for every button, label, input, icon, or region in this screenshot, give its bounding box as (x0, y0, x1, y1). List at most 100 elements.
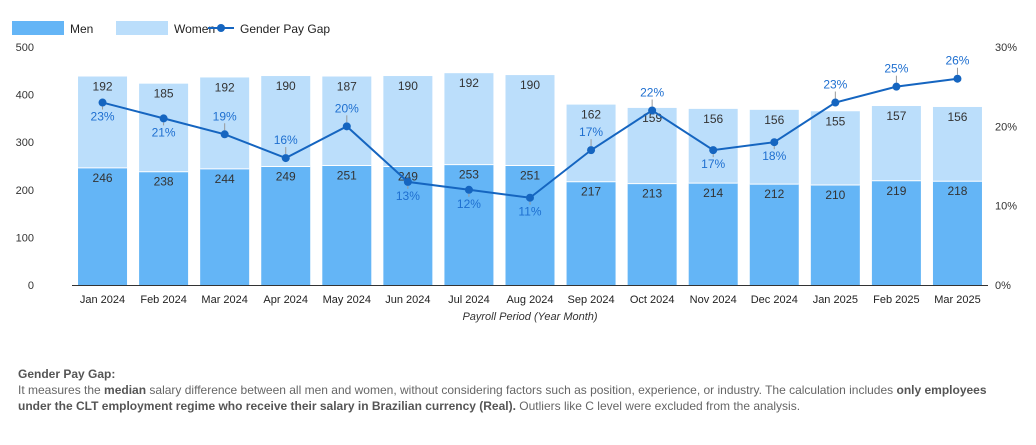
bar-men (139, 171, 189, 285)
note-bold-2: only employees under the CLT employment … (18, 383, 987, 413)
bar-women-label: 185 (154, 87, 174, 101)
gap-label: 17% (701, 157, 725, 171)
bar-women-label: 187 (337, 80, 357, 94)
bar-men (871, 180, 921, 285)
gap-label: 19% (213, 109, 237, 123)
gap-point (770, 138, 779, 147)
gap-point (831, 98, 840, 107)
y2-tick-label: 0% (995, 280, 1011, 292)
gap-label: 22% (640, 85, 664, 99)
chart-note: Gender Pay Gap: It measures the median s… (18, 366, 1018, 414)
x-tick-label: Dec 2024 (751, 294, 798, 306)
bar-women (810, 111, 860, 186)
x-tick-label: Oct 2024 (630, 294, 675, 306)
bar-women (871, 106, 921, 181)
y-tick-label: 400 (16, 90, 34, 102)
y-tick-label: 200 (16, 185, 34, 197)
gap-point (464, 185, 473, 194)
bar-men (261, 166, 311, 285)
gap-point (220, 130, 229, 139)
gap-label: 23% (823, 78, 847, 92)
bar-men (932, 181, 982, 285)
bar-women (444, 73, 494, 165)
legend-women-label: Women (174, 22, 215, 36)
y2-tick-label: 30% (995, 42, 1017, 54)
bar-men (749, 184, 799, 285)
legend-women-swatch (116, 21, 168, 35)
bar-men-label: 214 (703, 186, 723, 200)
legend-gap-point (217, 24, 225, 32)
bar-men (78, 167, 128, 285)
gap-point (159, 114, 168, 123)
y2-tick-label: 10% (995, 201, 1017, 213)
gap-label: 21% (152, 125, 176, 139)
bar-men-label: 219 (886, 184, 906, 198)
bar-men-label: 212 (764, 187, 784, 201)
bar-women (932, 106, 982, 182)
gap-label: 18% (762, 149, 786, 163)
bar-women-label: 190 (520, 78, 540, 92)
note-text: It measures the median salary difference… (18, 382, 1018, 414)
gap-point (403, 177, 412, 186)
bar-men (200, 168, 250, 285)
y-tick-label: 500 (16, 42, 34, 54)
bar-men-label: 251 (337, 169, 357, 183)
y-tick-label: 0 (28, 280, 34, 292)
y-tick-label: 300 (16, 137, 34, 149)
bar-women-label: 156 (764, 113, 784, 127)
x-tick-label: Mar 2025 (934, 294, 980, 306)
bar-women (505, 75, 555, 166)
gap-point (98, 98, 107, 107)
chart: 0 100 200 300 400 500 0% 10% 20% 30% Payroll Perio… (12, 21, 1017, 323)
gap-point (648, 106, 657, 115)
bar-women-label: 190 (398, 79, 418, 93)
x-tick-label: Apr 2024 (263, 294, 308, 306)
y2-tick-label: 20% (995, 121, 1017, 133)
bar-men-label: 217 (581, 185, 601, 199)
note-text-3: Outliers like C level were excluded from… (515, 399, 801, 413)
x-tick-label: Aug 2024 (506, 294, 553, 306)
gap-point (526, 193, 534, 202)
x-axis-title: Payroll Period (Year Month) (462, 311, 597, 323)
gap-label: 23% (91, 110, 115, 124)
x-tick-label: Nov 2024 (690, 294, 737, 306)
bar-men (444, 164, 494, 285)
note-text-1: It measures the (18, 383, 105, 397)
bar-women-label: 192 (93, 80, 113, 94)
bar-men-label: 210 (825, 188, 845, 202)
bar-men-label: 213 (642, 187, 662, 201)
bar-men-label: 218 (947, 184, 967, 198)
note-bold-1: median (104, 383, 147, 397)
bar-men-label: 249 (276, 169, 296, 183)
x-tick-label: Jul 2024 (448, 294, 490, 306)
legend-men-label: Men (70, 22, 93, 36)
bar-women-label: 192 (215, 80, 235, 94)
gap-label: 20% (335, 101, 359, 115)
bar-women-label: 190 (276, 79, 296, 93)
bar-men-label: 246 (93, 171, 113, 185)
gap-point (892, 82, 901, 91)
x-tick-label: May 2024 (323, 294, 371, 306)
bar-men (566, 181, 616, 285)
bar-men-label: 251 (520, 169, 540, 183)
bar-men-label: 249 (398, 169, 418, 183)
x-tick-label: Jun 2024 (385, 294, 430, 306)
bar-women-label: 155 (825, 114, 845, 128)
gap-label: 17% (579, 125, 603, 139)
x-tick-label: Sep 2024 (568, 294, 615, 306)
bar-men (322, 165, 372, 285)
bar-men-label: 238 (154, 175, 174, 189)
note-text-2: salary difference between all men and wo… (146, 383, 897, 397)
x-tick-label: Feb 2025 (873, 294, 919, 306)
gap-point (587, 146, 596, 155)
gap-point (342, 122, 351, 131)
legend-gap-label: Gender Pay Gap (240, 22, 330, 36)
bar-men-label: 244 (215, 172, 235, 186)
x-tick-label: Jan 2025 (813, 294, 858, 306)
x-tick-label: Jan 2024 (80, 294, 125, 306)
bar-men (627, 183, 677, 285)
gap-label: 12% (457, 197, 481, 211)
gap-point (953, 74, 962, 83)
legend-men-swatch (12, 21, 64, 35)
bar-women (383, 76, 433, 167)
